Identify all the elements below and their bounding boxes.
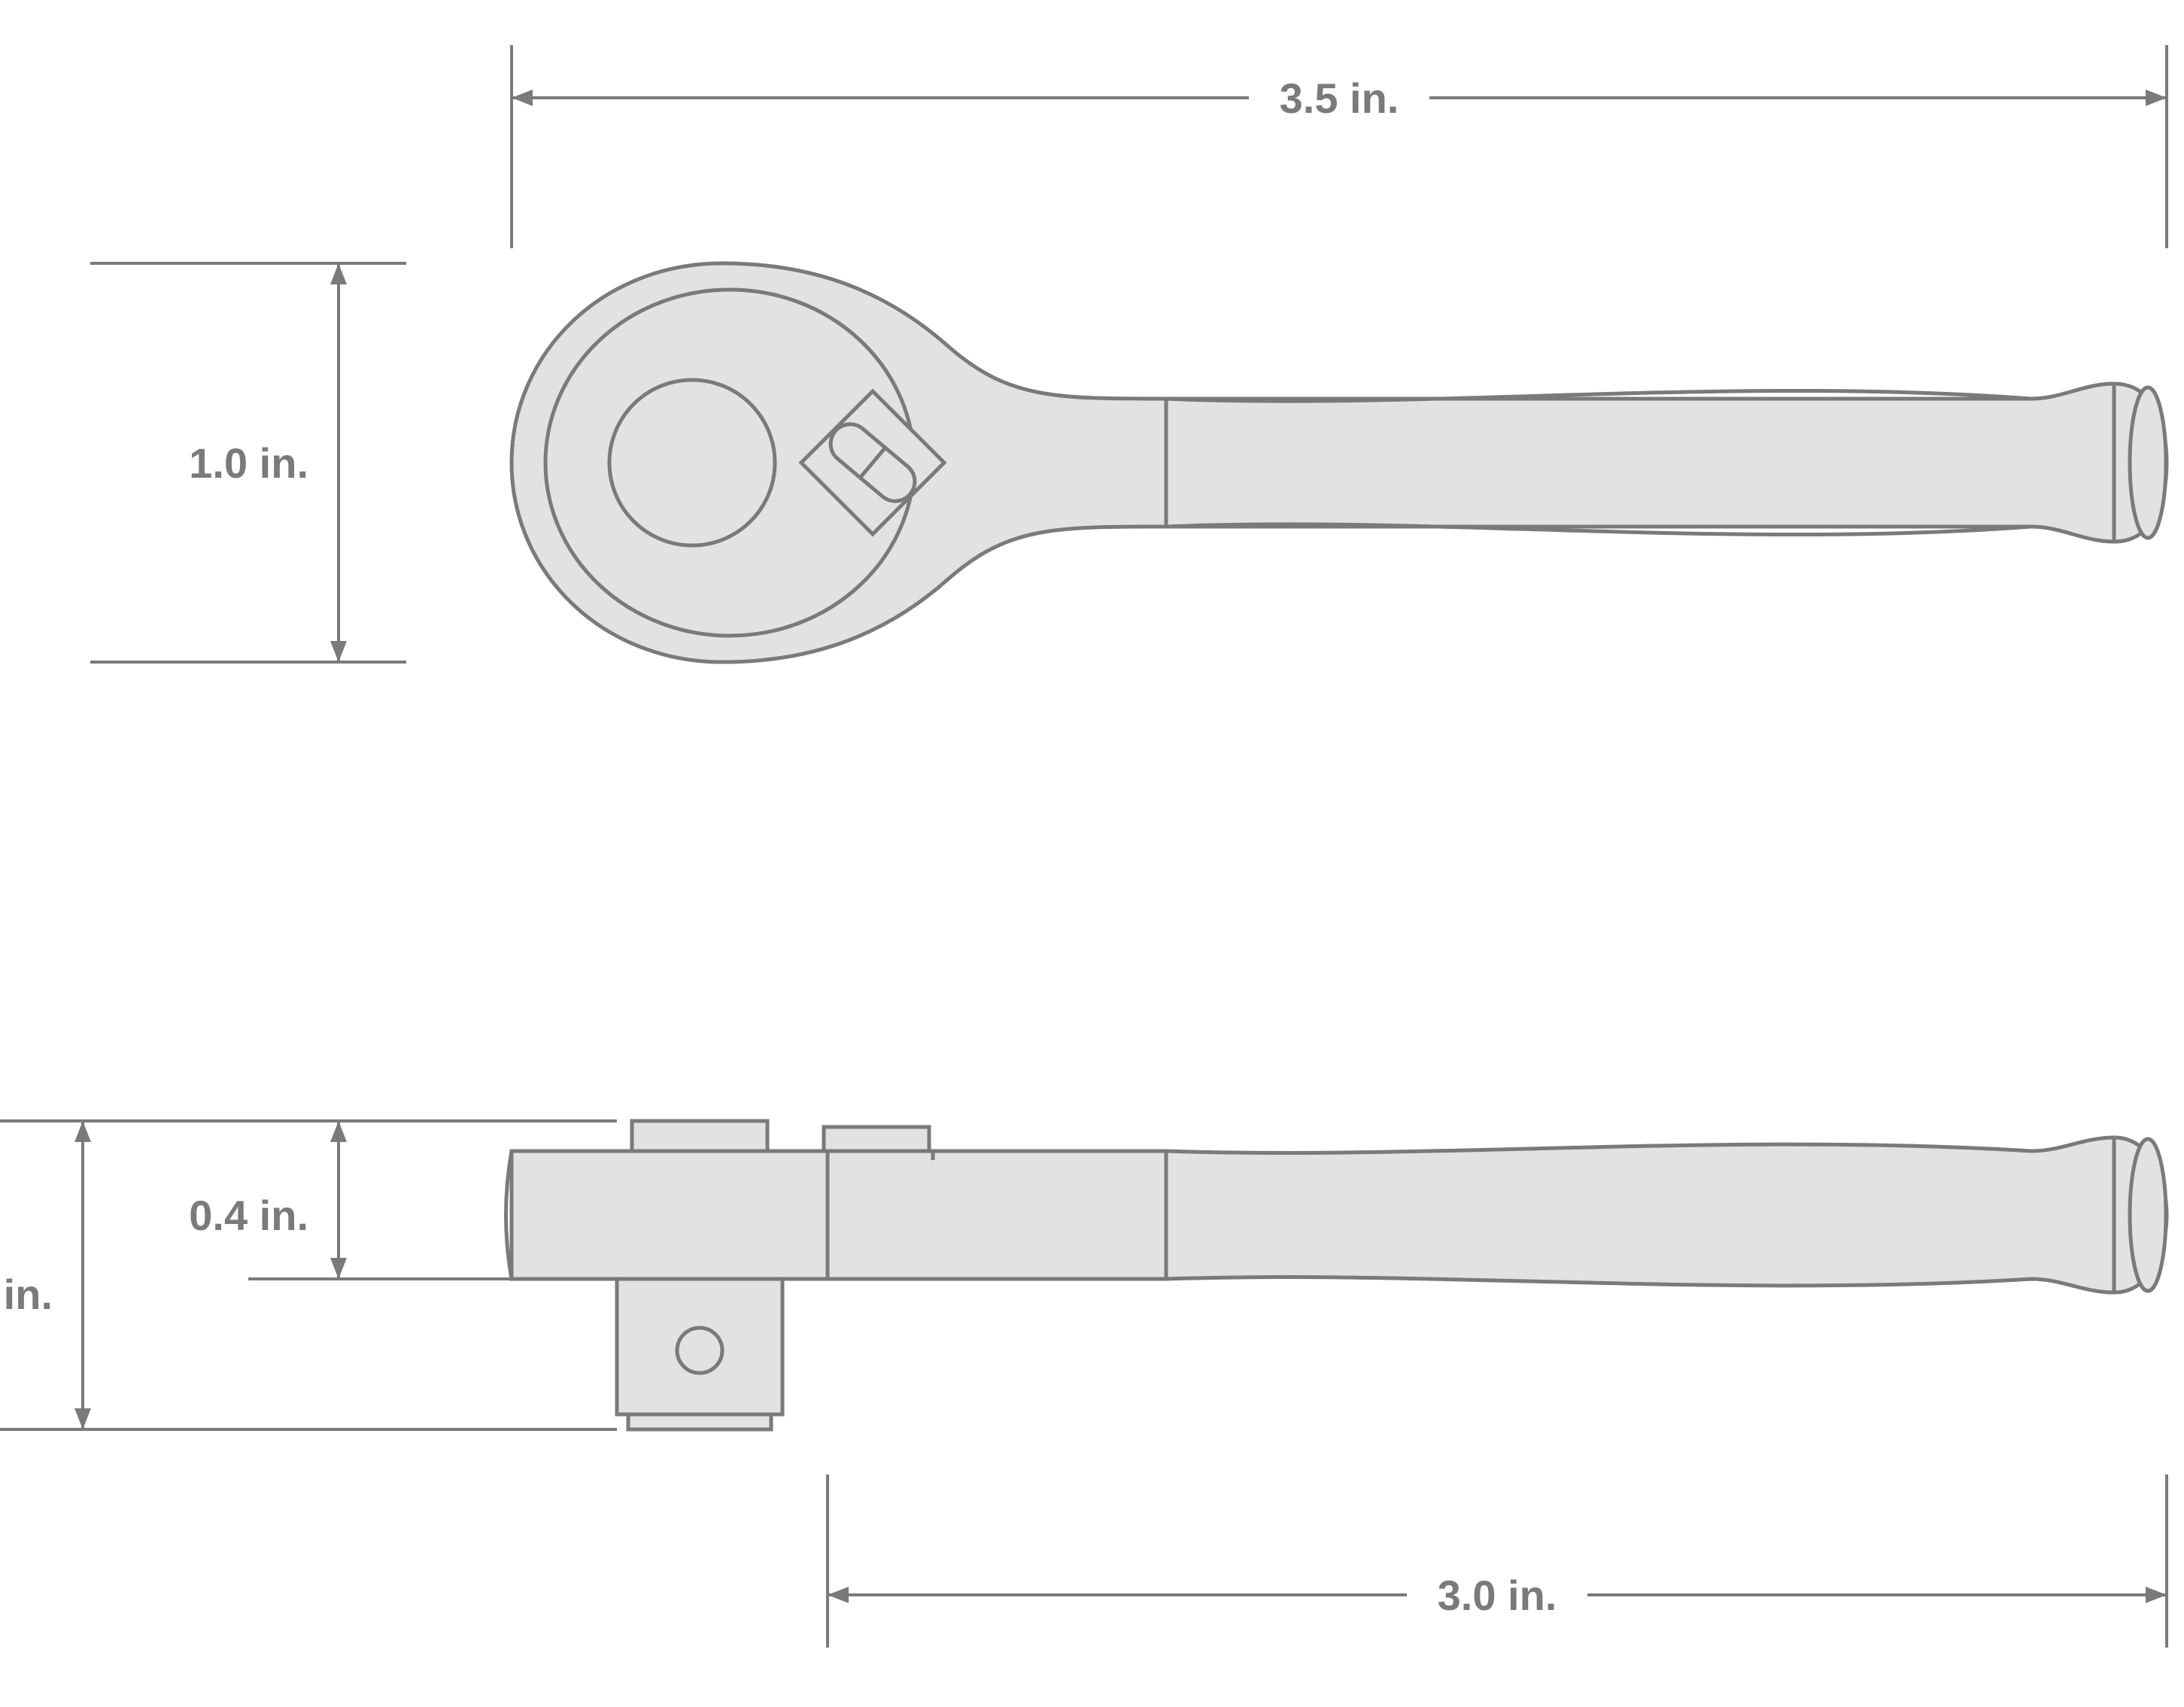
- drive-anvil: [609, 380, 775, 545]
- end-cap: [2130, 387, 2166, 538]
- switch-tab: [824, 1127, 929, 1151]
- ball-detent: [677, 1328, 722, 1373]
- ratchet-side-view: [506, 1121, 2167, 1429]
- dimension-label: 3.5 in.: [1280, 74, 1399, 122]
- anvil-top: [632, 1121, 767, 1151]
- side-body: [512, 1137, 2167, 1292]
- ratchet-top-view: [512, 263, 2167, 662]
- dimension-label: 1.0 in.: [189, 439, 308, 487]
- dimension-label: 0.4 in.: [189, 1192, 308, 1239]
- dimension-label: 3.0 in.: [1438, 1572, 1557, 1619]
- dimension-label: 0.8 in.: [0, 1271, 53, 1318]
- end-cap-side: [2130, 1139, 2166, 1291]
